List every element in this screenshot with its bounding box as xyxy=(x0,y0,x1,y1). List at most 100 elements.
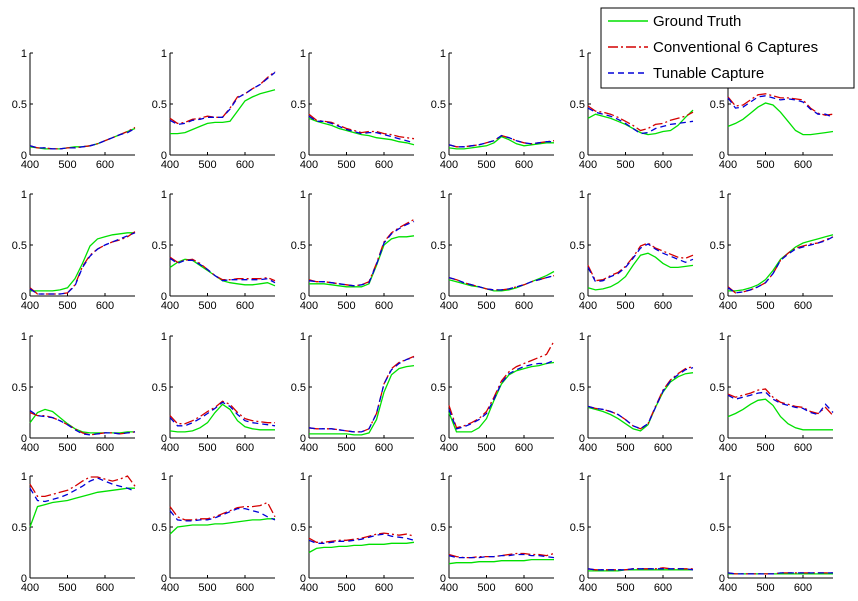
series-line-c6 xyxy=(308,355,415,433)
x-tick-label: 600 xyxy=(375,442,393,454)
y-tick-label: 0.5 xyxy=(710,99,725,111)
y-tick-label: 0 xyxy=(579,573,585,585)
y-tick-label: 0.5 xyxy=(710,240,725,252)
series-line-c6 xyxy=(169,70,276,125)
y-tick-label: 0 xyxy=(300,150,306,162)
y-tick-label: 1 xyxy=(579,189,585,201)
y-tick-label: 1 xyxy=(21,189,27,201)
x-tick-label: 400 xyxy=(719,442,737,454)
x-tick-label: 400 xyxy=(21,442,39,454)
x-tick-label: 500 xyxy=(337,582,355,594)
series-line-c6 xyxy=(448,274,555,291)
y-tick-label: 0 xyxy=(579,291,585,303)
panel-13: 0 0.5 1 400 500 600 xyxy=(12,331,136,454)
x-tick-label: 600 xyxy=(515,442,533,454)
x-tick-label: 600 xyxy=(375,300,393,312)
y-tick-label: 1 xyxy=(300,48,306,60)
series-line-gt xyxy=(309,235,415,288)
y-tick-label: 1 xyxy=(719,471,725,483)
series-line-gt xyxy=(728,234,834,292)
legend-label-conventional: Conventional 6 Captures xyxy=(653,39,818,56)
y-tick-label: 0.5 xyxy=(570,240,585,252)
panel-11: 0 0.5 1 400 500 600 xyxy=(570,189,694,312)
x-tick-label: 400 xyxy=(719,300,737,312)
y-tick-label: 0 xyxy=(719,291,725,303)
y-tick-label: 0.5 xyxy=(431,522,446,534)
y-tick-label: 0 xyxy=(161,150,167,162)
panel-5: 0 0.5 1 400 500 600 xyxy=(570,48,694,171)
x-tick-label: 400 xyxy=(719,159,737,171)
legend-label-ground-truth: Ground Truth xyxy=(653,13,741,30)
x-tick-label: 500 xyxy=(198,300,216,312)
panel-23: 0 0.5 1 400 500 600 xyxy=(570,471,694,594)
series-line-c6 xyxy=(29,126,136,150)
y-tick-label: 0 xyxy=(161,433,167,445)
series-line-tc xyxy=(727,236,834,294)
panel-4: 0 0.5 1 400 500 600 xyxy=(431,48,555,171)
x-tick-label: 500 xyxy=(477,159,495,171)
x-tick-label: 400 xyxy=(161,582,179,594)
y-tick-label: 0 xyxy=(161,291,167,303)
series-line-gt xyxy=(308,541,415,554)
y-tick-label: 0.5 xyxy=(431,382,446,394)
series-line-gt xyxy=(448,270,555,292)
x-tick-label: 400 xyxy=(719,582,737,594)
series-line-gt xyxy=(587,109,694,136)
series-line-gt xyxy=(169,258,276,287)
series-line-tc xyxy=(587,568,694,571)
x-tick-label: 500 xyxy=(58,582,76,594)
y-tick-label: 0.5 xyxy=(291,382,306,394)
x-tick-label: 600 xyxy=(375,582,393,594)
y-tick-label: 1 xyxy=(300,189,306,201)
series-line-c6 xyxy=(169,501,276,521)
x-tick-label: 400 xyxy=(21,300,39,312)
series-line-tc xyxy=(587,243,694,283)
x-tick-label: 600 xyxy=(654,442,672,454)
series-line-c6 xyxy=(29,475,136,498)
series-line-gt xyxy=(29,487,135,528)
series-line-tc xyxy=(448,274,555,291)
series-line-c6 xyxy=(308,113,415,140)
x-tick-label: 400 xyxy=(440,582,458,594)
y-tick-label: 1 xyxy=(579,471,585,483)
series-line-tc xyxy=(448,134,554,148)
x-tick-label: 500 xyxy=(477,582,495,594)
series-line-gt xyxy=(169,518,275,535)
panel-14: 0 0.5 1 400 500 600 xyxy=(152,331,276,454)
y-tick-label: 1 xyxy=(719,189,725,201)
y-tick-label: 1 xyxy=(440,189,446,201)
x-tick-label: 600 xyxy=(96,159,114,171)
x-tick-label: 500 xyxy=(198,442,216,454)
x-tick-label: 400 xyxy=(300,300,318,312)
y-tick-label: 0.5 xyxy=(710,382,725,394)
y-tick-label: 0 xyxy=(300,433,306,445)
x-tick-label: 500 xyxy=(756,159,774,171)
x-tick-label: 500 xyxy=(477,442,495,454)
series-line-c6 xyxy=(587,105,694,132)
y-tick-label: 1 xyxy=(440,48,446,60)
x-tick-label: 500 xyxy=(616,159,634,171)
y-tick-label: 0.5 xyxy=(12,522,27,534)
y-tick-label: 1 xyxy=(161,189,167,201)
series-line-gt xyxy=(29,127,136,150)
x-tick-label: 400 xyxy=(161,442,179,454)
y-tick-label: 1 xyxy=(161,331,167,343)
y-tick-label: 1 xyxy=(161,48,167,60)
x-tick-label: 600 xyxy=(375,159,393,171)
y-tick-label: 1 xyxy=(161,471,167,483)
x-tick-label: 400 xyxy=(300,442,318,454)
x-tick-label: 600 xyxy=(515,300,533,312)
panel-1: 0 0.5 1 400 500 600 xyxy=(12,48,136,171)
x-tick-label: 400 xyxy=(579,159,597,171)
series-line-tc xyxy=(29,232,136,295)
x-tick-label: 400 xyxy=(440,300,458,312)
panel-20: 0 0.5 1 400 500 600 xyxy=(152,471,276,594)
series-line-c6 xyxy=(448,340,555,429)
series-line-gt xyxy=(448,361,555,433)
series-line-tc xyxy=(169,257,276,284)
series-line-gt xyxy=(448,135,554,150)
y-tick-label: 0.5 xyxy=(291,99,306,111)
x-tick-label: 600 xyxy=(515,582,533,594)
x-tick-label: 500 xyxy=(756,442,774,454)
y-tick-label: 0 xyxy=(21,433,27,445)
